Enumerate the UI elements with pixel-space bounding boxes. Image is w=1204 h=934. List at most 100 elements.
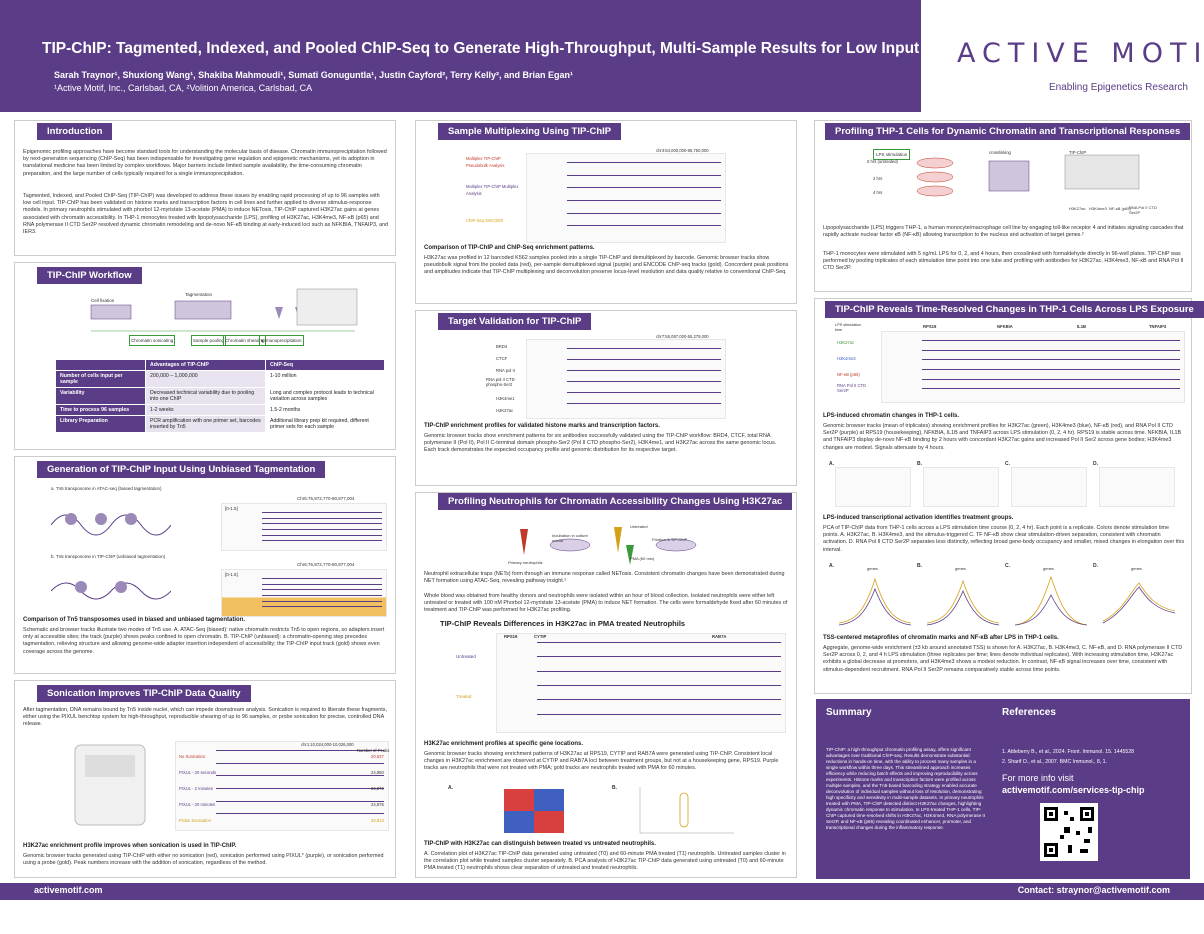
summary-panel: Summary TIP-ChIP: a high-throughput chro… — [816, 699, 1190, 879]
tagmentation-body: Schematic and browser tracks illustrate … — [23, 627, 385, 655]
table-header: ChIP-Seq — [265, 359, 385, 371]
pixul-instrument-image — [74, 744, 146, 826]
antibody-target: H3K27ac — [1069, 206, 1086, 211]
metaplot-a — [838, 577, 912, 626]
reference-item: 2. Sharif O., et al., 2007. BMC Immunol.… — [1002, 759, 1107, 765]
browser-track-baseline — [567, 162, 721, 163]
reference-item: 1. Attleberry B., et al., 2024. Front. I… — [1002, 749, 1135, 755]
neutrophil-caption-1-body: Genomic browser tracks showing enrichmen… — [424, 751, 779, 772]
antibody-target: H3K4me3 — [1089, 206, 1107, 211]
target-body: Genomic browser tracks show enrichment p… — [424, 433, 777, 454]
thp1-body-2: THP-1 monocytes were stimulated with 5 n… — [823, 251, 1184, 272]
time-label: 2 hrs — [873, 176, 883, 181]
timeres-caption-3-body: Aggregate, genome-wide enrichment (±3 kb… — [823, 645, 1183, 673]
gene-label: IL1B — [1077, 324, 1087, 329]
table-cell: Additional library prep kit required, di… — [265, 415, 385, 433]
browser-track-baseline — [216, 762, 384, 764]
browser-track-baseline — [216, 788, 384, 789]
section-title: Sonication Improves TIP-ChIP Data Qualit… — [37, 685, 251, 702]
table-header — [55, 359, 146, 371]
browser-track-baseline — [922, 349, 1180, 351]
summary-body: TIP-ChIP: a high-throughput chromatin pr… — [826, 747, 985, 830]
track-label: H3K27ac — [837, 340, 855, 345]
browser-track-baseline — [262, 600, 382, 602]
section-title: Profiling Neutrophils for Chromatin Acce… — [438, 493, 793, 510]
target-browser-tracks — [526, 339, 726, 419]
browser-track-baseline — [922, 369, 1180, 370]
pca-panel-label: C. — [1005, 461, 1010, 467]
target-caption: TIP-ChIP enrichment profiles for validat… — [424, 423, 660, 429]
browser-track-baseline — [567, 212, 721, 214]
author-list: Sarah Traynor¹, Shuxiong Wang¹, Shakiba … — [54, 70, 574, 80]
pca-panel-label: D. — [1093, 461, 1098, 467]
tagmentation-schematic — [51, 513, 171, 600]
table-cell: Library Preparation — [55, 415, 146, 433]
tipchip-input-track — [221, 569, 387, 617]
thp1-workflow-diagram — [916, 154, 1140, 197]
table-row: Library Preparation PCR amplification wit… — [55, 415, 385, 433]
time-label: 0 hrs (untreated) — [867, 159, 898, 164]
target-track-label: H3K4me1 — [496, 396, 515, 401]
browser-track-baseline — [262, 517, 382, 519]
browser-track-baseline — [262, 583, 382, 585]
neutrophil-workflow-diagram — [520, 527, 697, 565]
browser-track-baseline — [567, 348, 721, 349]
browser-track-baseline — [537, 642, 781, 643]
browser-track-baseline — [262, 606, 382, 608]
target-track-label: H3K27ac — [496, 408, 514, 413]
neutrophil-step: Primary neutrophils — [508, 560, 543, 565]
thp1-browser-tracks — [881, 331, 1185, 403]
more-info-label: For more info visit — [1002, 773, 1074, 783]
section-title: Sample Multiplexing Using TIP-ChIP — [438, 123, 622, 140]
gene-label: RPS19 — [923, 324, 937, 329]
browser-track-baseline — [567, 225, 721, 227]
section-title: TIP-ChIP Reveals Time-Resolved Changes i… — [825, 301, 1204, 318]
target-track-label: BRD4 — [496, 344, 508, 349]
pca-plot-b — [923, 467, 999, 507]
browser-track-baseline — [567, 359, 721, 360]
neutrophil-step: Untreated — [630, 524, 648, 529]
lps-label: LPS stimulation — [873, 149, 911, 161]
intro-paragraph-1: Epigenomic profiling approaches have bec… — [23, 149, 387, 177]
browser-track-baseline — [567, 403, 721, 404]
target-coords: chr7:55,087,000-55,279,000 — [656, 334, 709, 339]
browser-track-baseline — [262, 523, 382, 525]
table-cell: Long and complex protocol leads to techn… — [265, 387, 385, 405]
thp1-panel: Profiling THP-1 Cells for Dynamic Chroma… — [814, 120, 1192, 292]
summary-title: Summary — [826, 707, 872, 718]
browser-track-baseline — [537, 699, 781, 701]
time-label: 4 hrs — [873, 190, 883, 195]
neutrophil-browser-tracks — [496, 633, 786, 733]
gene-label: TNFAIP3 — [1149, 324, 1167, 329]
comparison-table: Advantages of TIP-ChIP ChIP-Seq Number o… — [55, 359, 385, 433]
footer-website[interactable]: activemotif.com — [34, 885, 103, 895]
timeres-caption-2: LPS-induced transcriptional activation i… — [823, 515, 1014, 521]
browser-track-baseline — [567, 187, 721, 189]
references-title: References — [1002, 707, 1056, 718]
neutrophil-caption-2: TIP-ChIP with H3K27ac can distinguish be… — [424, 841, 656, 847]
qr-code-icon[interactable] — [1040, 803, 1098, 861]
browser-track-baseline — [537, 713, 781, 715]
browser-track-baseline — [216, 813, 384, 815]
meta-panel-label: A. — [829, 563, 834, 569]
section-title: Generation of TIP-ChIP Input Using Unbia… — [37, 461, 326, 478]
antibody-target: RNA Pol II CTD Ser2P — [1129, 205, 1157, 215]
timeres-caption-3: TSS-centered metaprofiles of chromatin m… — [823, 635, 1059, 641]
neutrophil-step: Fixation & TIP-ChIP — [652, 537, 688, 542]
browser-track-baseline — [262, 589, 382, 591]
poster-header: TIP-ChIP: Tagmented, Indexed, and Pooled… — [0, 0, 1204, 112]
table-header: Advantages of TIP-ChIP — [145, 359, 266, 371]
browser-track-baseline — [262, 578, 382, 579]
table-cell: Number of cells input per sample — [55, 370, 146, 388]
pca-plot — [639, 787, 734, 834]
multiplex-caption: Comparison of TIP-ChIP and ChIP-Seq enri… — [424, 245, 595, 251]
browser-track-baseline — [262, 529, 382, 530]
footer-contact[interactable]: Contact: straynor@activemotif.com — [1017, 885, 1170, 895]
target-track-label: CTCF — [496, 356, 508, 361]
metaplot-title: genes — [867, 566, 878, 571]
sonication-row-label: No Sonication — [179, 754, 206, 759]
more-info-link[interactable]: activemotif.com/services-tip-chip — [1002, 785, 1145, 795]
sonication-row-peaks: 26,872 — [371, 786, 384, 791]
browser-track-baseline — [262, 534, 382, 536]
neutrophil-body-2: Whole blood was obtained from healthy do… — [424, 593, 788, 614]
